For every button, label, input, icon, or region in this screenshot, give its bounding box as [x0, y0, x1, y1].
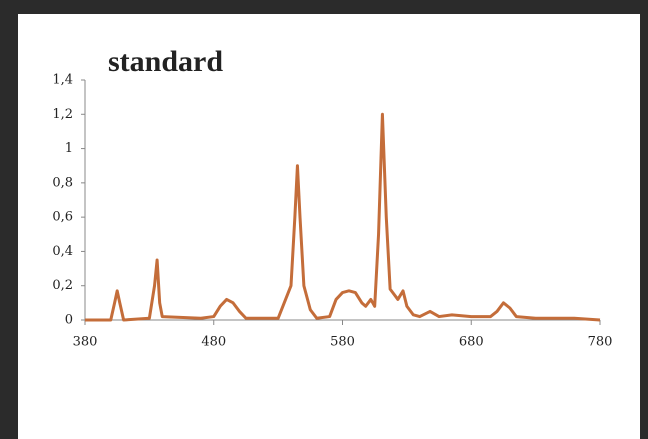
- x-tick-label: 480: [201, 335, 226, 350]
- panel: [18, 14, 640, 439]
- y-tick-label: 0,6: [52, 210, 73, 225]
- chart-title: standard: [108, 45, 223, 78]
- y-tick-label: 0: [65, 313, 73, 328]
- spectrum-line: [85, 112, 601, 322]
- y-tick-label: 1: [65, 141, 73, 156]
- x-tick-label: 380: [73, 335, 98, 350]
- y-tick-label: 0,4: [52, 244, 73, 259]
- y-tick-label: 1,2: [52, 107, 73, 122]
- x-tick-label: 580: [330, 335, 355, 350]
- y-tick-label: 0,2: [52, 278, 73, 293]
- y-tick-label: 1,4: [52, 73, 73, 88]
- x-tick-label: 780: [588, 335, 613, 350]
- y-tick-label: 0,8: [52, 175, 73, 190]
- x-tick-label: 680: [459, 335, 484, 350]
